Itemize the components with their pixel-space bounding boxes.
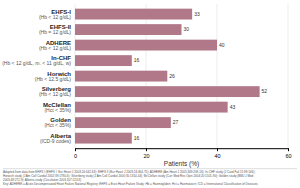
data-label: 16: [134, 135, 140, 141]
x-tick-label: 40: [214, 153, 220, 159]
bar: [75, 24, 182, 35]
data-label: 40: [219, 42, 225, 48]
data-label: 26: [169, 73, 175, 79]
data-label: 30: [184, 26, 190, 32]
category-sublabel: (Hct < 35%): [44, 107, 71, 113]
category-sublabel: (Hb < 12 g/dL): [39, 91, 71, 97]
footnote: Key: ADHERE = Acute Decompensated Heart …: [3, 182, 258, 186]
x-axis-title: Patients (%): [164, 160, 199, 168]
bar: [75, 133, 132, 144]
x-tick-label: 20: [143, 153, 149, 159]
category-sublabel: (Hb < 12 g/dL, m. < 11 g/dL, w): [2, 60, 71, 66]
bars: [75, 9, 260, 144]
plot: 33 30 40 16 26 52 43 27 16 EHFS-I(Hb < 12 g/dL)EH…: [2, 4, 291, 168]
bar: [75, 9, 192, 20]
data-label: 52: [262, 88, 268, 94]
grid-line: [217, 4, 218, 148]
category-sublabel: (Hct < 35%): [44, 122, 71, 128]
data-label: 27: [173, 119, 179, 125]
category-sublabel: (ICD-9 codes): [40, 138, 71, 144]
bar: [75, 86, 260, 97]
bar: [75, 117, 171, 128]
chart: 33 30 40 16 26 52 43 27 16 EHFS-I(Hb < 12 g/dL)EH…: [0, 0, 300, 188]
x-axis-line: [76, 148, 289, 149]
x-tick: 0: [74, 148, 77, 159]
x-tick-label: 0: [74, 153, 77, 159]
x-tick: 60: [285, 148, 291, 159]
data-labels: 33 30 40 16 26 52 43 27 16: [134, 11, 268, 141]
x-axis: 0 20 40 60: [74, 148, 292, 159]
x-tick-mark: [288, 148, 289, 151]
bar: [75, 55, 132, 66]
grid: [75, 4, 288, 148]
category-labels: EHFS-I(Hb < 12 g/dL)EHFS-II(Hb = 12 g/dL…: [2, 9, 72, 144]
category-sublabel: (Hb < 12 g/dL): [39, 14, 71, 20]
x-tick: 40: [214, 148, 220, 159]
x-tick-mark: [75, 148, 76, 151]
bar: [75, 102, 228, 113]
category-sublabel: (Hb = 12 g/dL): [39, 29, 71, 35]
data-label: 16: [134, 57, 140, 63]
data-label: 43: [230, 104, 236, 110]
x-tick: 20: [143, 148, 149, 159]
category-sublabel: (Hb < 12 g/dL): [39, 45, 71, 51]
x-tick-mark: [217, 148, 218, 151]
data-label: 33: [194, 11, 200, 17]
x-tick-label: 60: [285, 153, 291, 159]
grid-line: [288, 4, 289, 148]
category-sublabel: (Hb < 12.5 g/dL): [35, 76, 72, 82]
bar: [75, 40, 217, 51]
x-tick-mark: [146, 148, 147, 151]
bar: [75, 71, 167, 82]
